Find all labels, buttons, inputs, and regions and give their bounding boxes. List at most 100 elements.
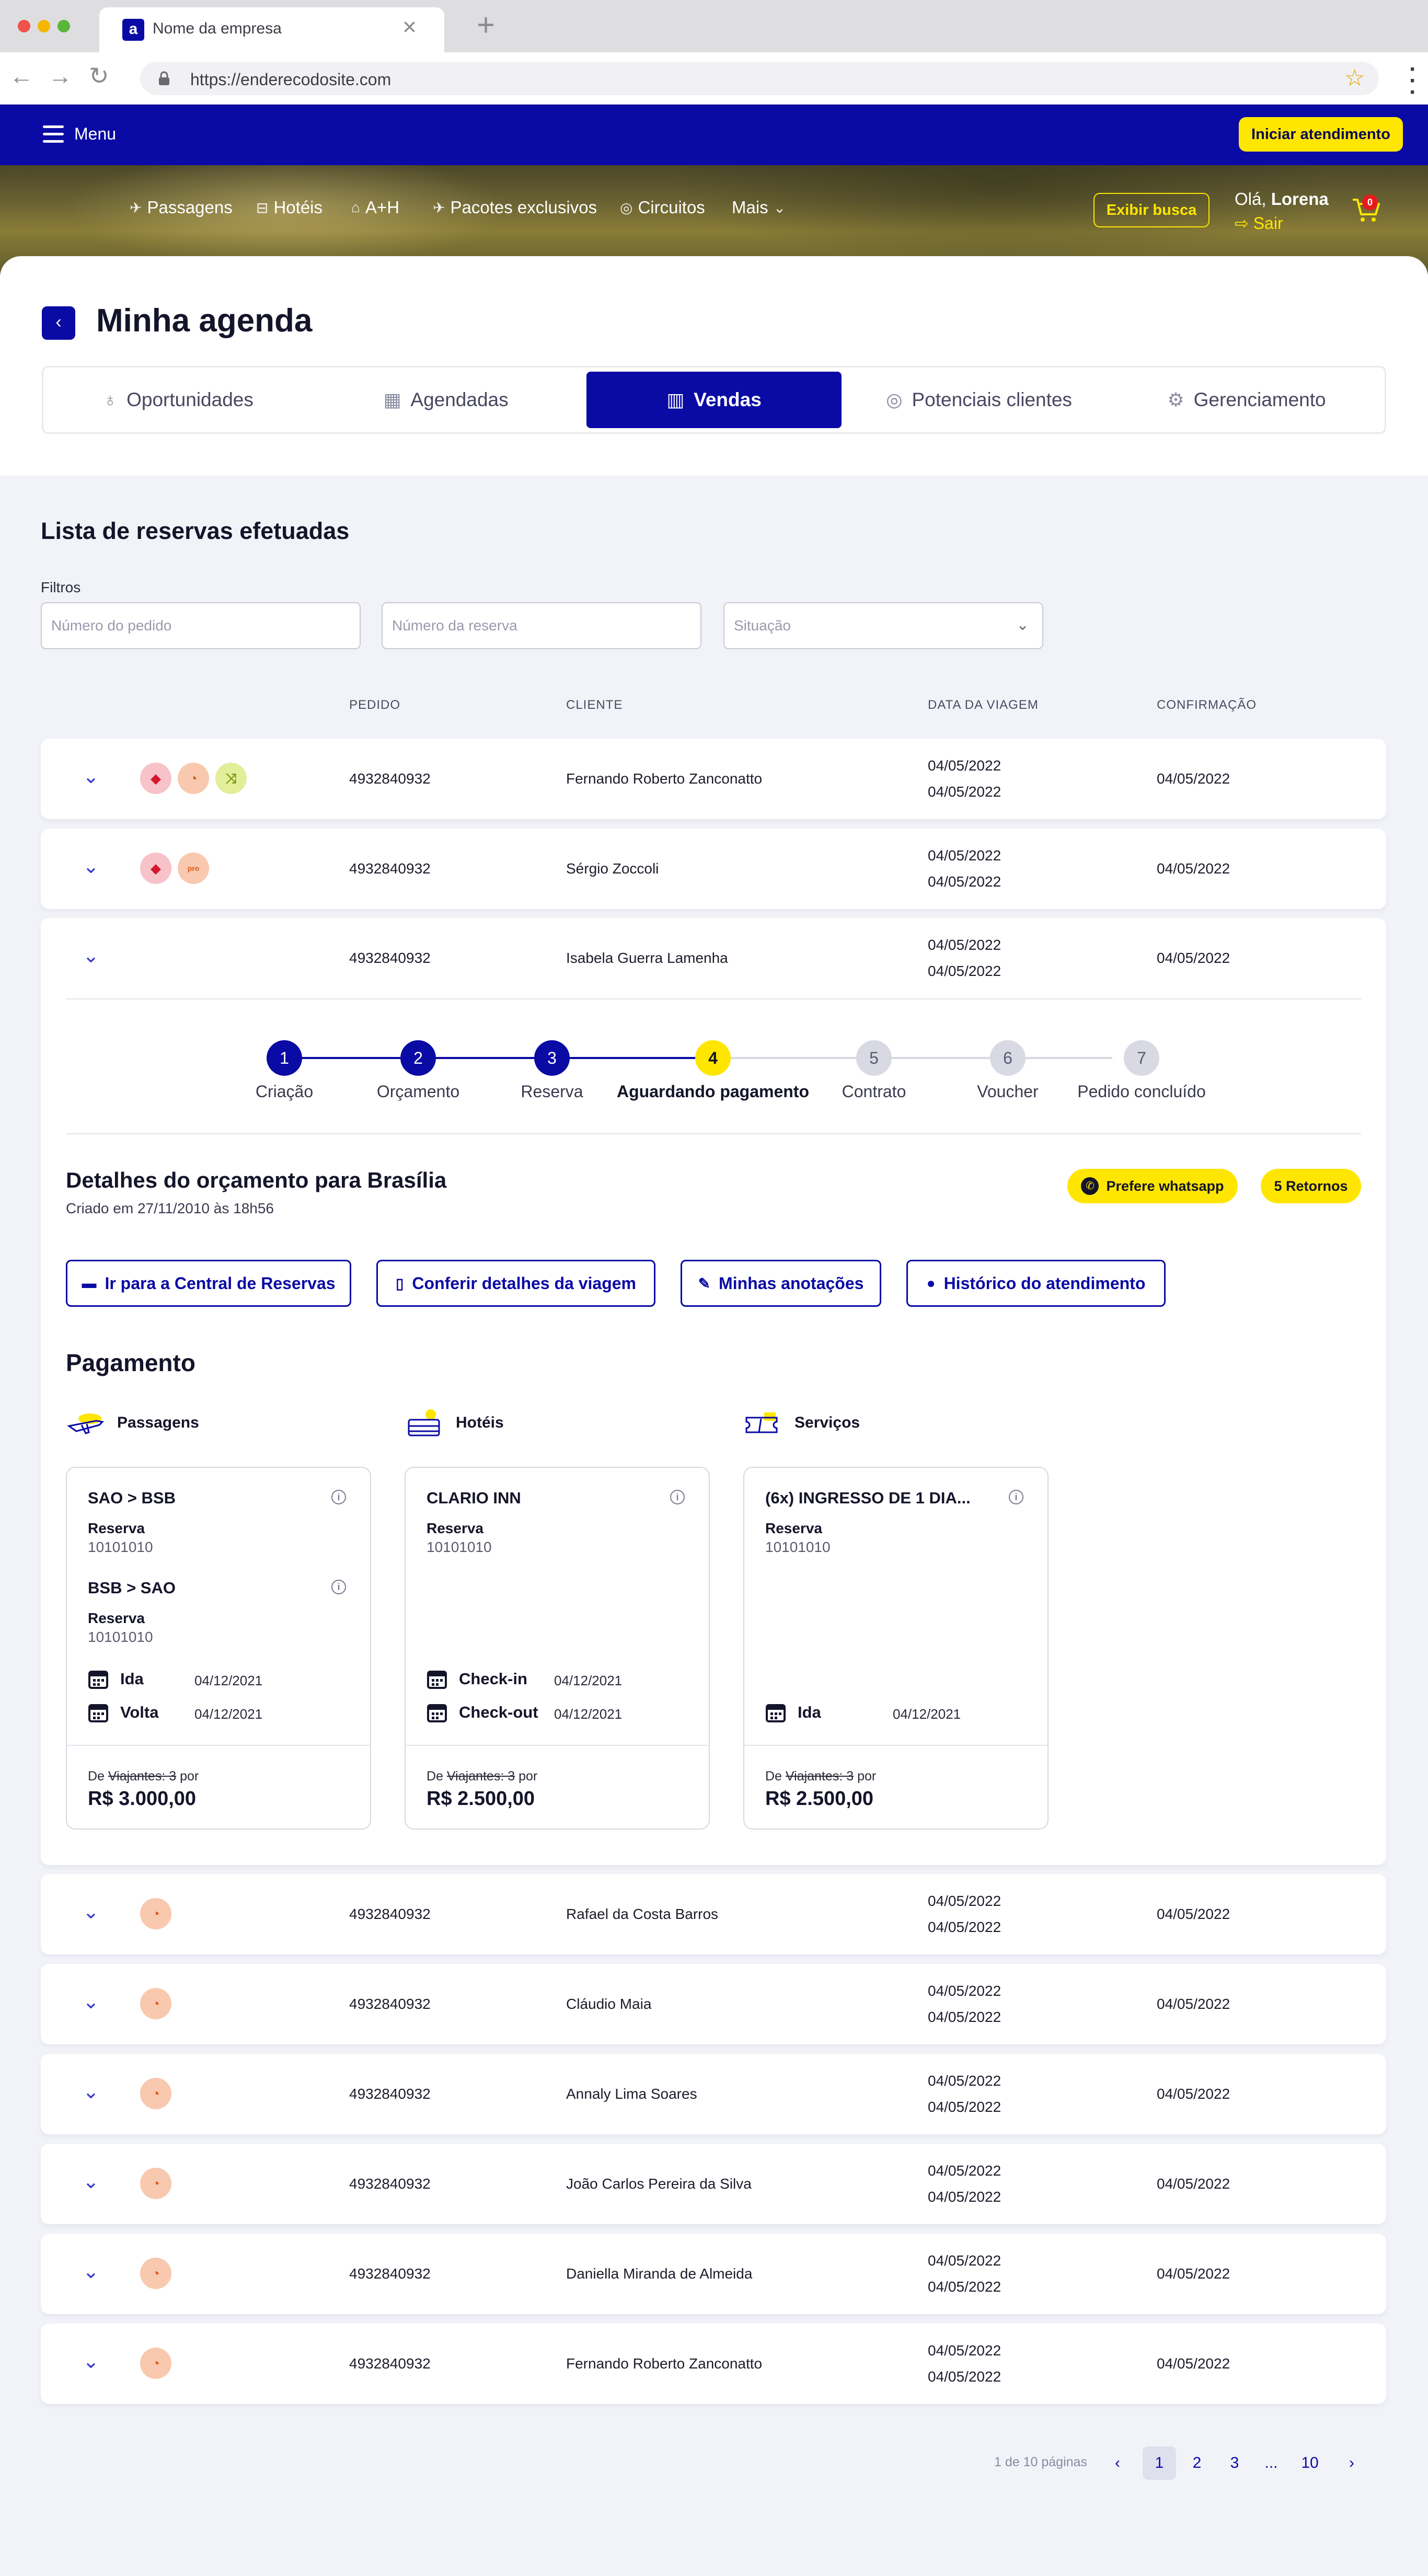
tab-title: Nome da empresa xyxy=(153,20,282,37)
pagination-page-1[interactable]: 1 xyxy=(1143,2446,1176,2480)
nav-pacotes[interactable]: ✈ Pacotes exclusivos xyxy=(433,198,597,217)
expand-chevron-icon[interactable]: ⌄ xyxy=(83,2171,99,2193)
status-select[interactable] xyxy=(723,602,1043,649)
logout-link[interactable]: ⇨ Sair xyxy=(1235,214,1283,233)
table-row[interactable]: ⌄ ◔ 4932840932 João Carlos Pereira da Si… xyxy=(41,2144,1386,2224)
hamburger-icon[interactable] xyxy=(43,125,64,143)
pagination-next[interactable]: › xyxy=(1349,2454,1354,2471)
confirmation-date: 04/05/2022 xyxy=(1157,950,1230,966)
client-name: Rafael da Costa Barros xyxy=(566,1906,719,1922)
back-arrow-icon[interactable]: ← xyxy=(9,62,33,89)
bookmark-star-icon[interactable]: ☆ xyxy=(1344,65,1365,91)
pagination-page-2[interactable]: 2 xyxy=(1192,2454,1202,2471)
favicon-icon: a xyxy=(122,19,144,41)
nav-mais[interactable]: Mais ⌄ xyxy=(732,198,786,217)
table-row[interactable]: ⌄ ◆ ◔ ⤨ 4932840932 Fernando Roberto Zanc… xyxy=(41,739,1386,819)
expand-chevron-icon[interactable]: ⌄ xyxy=(83,2351,99,2373)
pagination-page-10[interactable]: 10 xyxy=(1301,2454,1319,2471)
tab-vendas[interactable]: ▥ Vendas xyxy=(586,372,842,428)
step-label-1: Criação xyxy=(255,1082,314,1101)
step-label-6: Voucher xyxy=(977,1082,1039,1101)
client-name: Sérgio Zoccoli xyxy=(566,860,659,877)
expand-chevron-icon[interactable]: ⌄ xyxy=(83,2081,99,2103)
window-close-dot[interactable] xyxy=(18,20,30,32)
step-label-3: Reserva xyxy=(521,1082,583,1101)
service-history-button[interactable]: ● Histórico do atendimento xyxy=(906,1260,1166,1307)
forward-arrow-icon[interactable]: → xyxy=(48,62,72,89)
table-row[interactable]: ⌄ ◆ pro 4932840932 Sérgio Zoccoli 04/05/… xyxy=(41,829,1386,909)
confirmation-date: 04/05/2022 xyxy=(1157,2176,1230,2192)
expand-chevron-icon[interactable]: ⌄ xyxy=(83,766,99,788)
plane-illustration-icon xyxy=(67,1413,105,1434)
trip-end-date: 04/05/2022 xyxy=(928,1919,1001,1935)
tab-agendadas[interactable]: ▦ Agendadas xyxy=(383,389,509,410)
start-service-button[interactable]: Iniciar atendimento xyxy=(1239,117,1403,152)
nav-aereo-hotel[interactable]: ⌂ A+H xyxy=(351,198,400,217)
table-row[interactable]: ⌄ ◔ 4932840932 Daniella Miranda de Almei… xyxy=(41,2234,1386,2314)
pagination-prev[interactable]: ‹ xyxy=(1115,2454,1120,2471)
column-header-pedido: PEDIDO xyxy=(349,698,401,712)
confirmation-date: 04/05/2022 xyxy=(1157,2266,1230,2282)
browser-menu-icon[interactable]: · · · xyxy=(1409,56,1417,105)
nav-passagens[interactable]: ✈ Passagens xyxy=(130,198,233,217)
expand-chevron-icon[interactable]: ⌄ xyxy=(83,1901,99,1923)
step-7: 7 xyxy=(1124,1040,1159,1076)
menu-label[interactable]: Menu xyxy=(74,124,117,143)
order-number: 4932840932 xyxy=(349,2266,431,2282)
check-trip-details-button[interactable]: ▯ Conferir detalhes da viagem xyxy=(376,1260,655,1307)
info-icon[interactable]: i xyxy=(331,1580,346,1594)
tab-gerenciamento[interactable]: ⚙ Gerenciamento xyxy=(1167,389,1326,410)
pagination-ellipsis: ... xyxy=(1264,2454,1278,2471)
info-icon[interactable]: i xyxy=(670,1490,685,1504)
back-button[interactable]: ‹ xyxy=(42,306,75,340)
gear-icon: ⚙ xyxy=(1167,389,1184,410)
url-field[interactable]: https://enderecodosite.com ☆ xyxy=(140,62,1379,95)
order-number: 4932840932 xyxy=(349,770,431,787)
expand-chevron-icon[interactable]: ⌄ xyxy=(83,1991,99,2013)
browser-tab[interactable]: a Nome da empresa × xyxy=(99,7,444,52)
window-maximize-dot[interactable] xyxy=(57,20,70,32)
page-title: Minha agenda xyxy=(96,303,313,339)
category-passagens: Passagens xyxy=(66,1407,199,1439)
window-minimize-dot[interactable] xyxy=(38,20,50,32)
tab-oportunidades[interactable]: ♁ Oportunidades xyxy=(103,389,254,410)
segment-title: BSB > SAO xyxy=(88,1579,176,1597)
filters-label: Filtros xyxy=(41,579,81,595)
clock-badge-icon: ◔ xyxy=(140,2168,171,2199)
tab-close-icon[interactable]: × xyxy=(402,13,417,40)
stepper-remaining-line xyxy=(713,1057,1112,1059)
collapse-chevron-icon[interactable]: ⌄ xyxy=(83,945,99,967)
table-row[interactable]: ⌄ ◔ 4932840932 Rafael da Costa Barros 04… xyxy=(41,1874,1386,1954)
expand-chevron-icon[interactable]: ⌄ xyxy=(83,2261,99,2283)
card-icon: ▬ xyxy=(82,1275,97,1291)
table-row[interactable]: ⌄ ◔ 4932840932 Cláudio Maia 04/05/2022 0… xyxy=(41,1964,1386,2044)
calendar-icon: ▦ xyxy=(383,389,401,410)
info-icon[interactable]: i xyxy=(331,1490,346,1504)
tab-potenciais-clientes[interactable]: ◎ Potenciais clientes xyxy=(886,389,1072,410)
show-search-button[interactable]: Exibir busca xyxy=(1093,193,1210,227)
reload-icon[interactable]: ↻ xyxy=(89,62,109,89)
table-row[interactable]: ⌄ ◔ 4932840932 Annaly Lima Soares 04/05/… xyxy=(41,2054,1386,2134)
shuffle-badge-icon: ⤨ xyxy=(215,763,247,794)
nav-hoteis[interactable]: ⊟ Hotéis xyxy=(256,198,323,217)
checkin-date: 04/12/2021 xyxy=(554,1673,623,1688)
my-notes-button[interactable]: ✎ Minhas anotações xyxy=(681,1260,881,1307)
client-name: Cláudio Maia xyxy=(566,1996,652,2012)
table-row[interactable]: ⌄ ◔ 4932840932 Fernando Roberto Zanconat… xyxy=(41,2324,1386,2404)
alert-badge-icon: ◆ xyxy=(140,853,171,884)
go-to-reservations-button[interactable]: ▬ Ir para a Central de Reservas xyxy=(66,1260,351,1307)
booking-number-input[interactable] xyxy=(382,602,701,649)
client-name: Fernando Roberto Zanconatto xyxy=(566,2355,763,2372)
whatsapp-preference-badge: ✆ Prefere whatsapp xyxy=(1067,1169,1238,1203)
expand-chevron-icon[interactable]: ⌄ xyxy=(83,856,99,878)
column-header-data: DATA DA VIAGEM xyxy=(928,698,1039,712)
chevron-left-icon: ‹ xyxy=(55,312,62,332)
confirmation-date: 04/05/2022 xyxy=(1157,1906,1230,1922)
order-number-input[interactable] xyxy=(41,602,361,649)
pagination-page-3[interactable]: 3 xyxy=(1230,2454,1239,2471)
trip-end-date: 04/05/2022 xyxy=(928,2099,1001,2115)
divider xyxy=(67,1745,370,1746)
info-icon[interactable]: i xyxy=(1009,1490,1023,1504)
new-tab-icon[interactable]: + xyxy=(477,7,496,42)
nav-circuitos[interactable]: ◎ Circuitos xyxy=(620,198,705,217)
